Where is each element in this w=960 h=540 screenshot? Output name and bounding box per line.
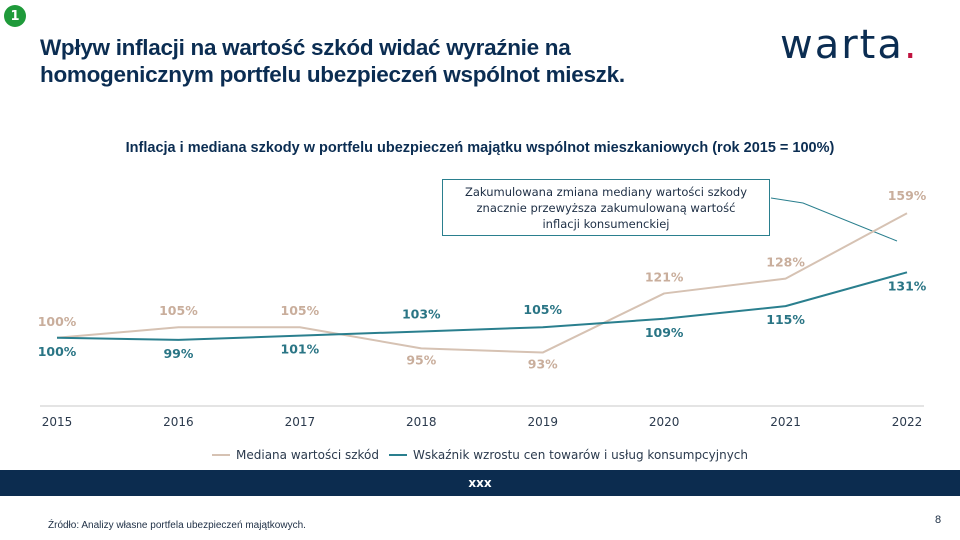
annotation-line-2: znacznie przewyższa zakumulowaną wartość (476, 201, 736, 215)
legend-item-cpi: Wskaźnik wzrostu cen towarów i usług kon… (389, 448, 748, 462)
source-note: Źródło: Analizy własne portfela ubezpiec… (48, 520, 306, 531)
slide-number-badge: 1 (4, 5, 26, 27)
data-label: 115% (766, 312, 805, 327)
data-label: 128% (766, 255, 805, 270)
chart-annotation-box: Zakumulowana zmiana mediany wartości szk… (442, 179, 770, 236)
legend-label-cpi: Wskaźnik wzrostu cen towarów i usług kon… (413, 448, 748, 462)
series-line-0 (56, 212, 908, 354)
data-label: 103% (402, 306, 441, 321)
annotation-line-3: inflacji konsumenckiej (542, 217, 670, 231)
data-label: 159% (888, 188, 927, 203)
data-label: 93% (528, 357, 558, 372)
legend-item-claims-median: Mediana wartości szkód (212, 448, 379, 462)
x-tick-label: 2022 (892, 415, 923, 429)
data-label: 105% (281, 303, 320, 318)
footer-bar: xxx (0, 470, 960, 496)
x-tick-label: 2017 (285, 415, 316, 429)
data-label: 99% (163, 346, 193, 361)
data-label: 100% (38, 314, 77, 329)
chart-legend: Mediana wartości szkód Wskaźnik wzrostu … (0, 448, 960, 462)
x-tick-label: 2018 (406, 415, 437, 429)
data-label: 105% (159, 303, 198, 318)
slide-title-line-2: homogenicznym portfelu ubezpieczeń wspól… (40, 62, 625, 87)
logo-dot: . (903, 22, 919, 68)
chart-title: Inflacja i mediana szkody w portfelu ube… (125, 140, 835, 156)
legend-label-claims-median: Mediana wartości szkód (236, 448, 379, 462)
warta-logo: warta. (780, 22, 919, 68)
page-number: 8 (935, 514, 942, 526)
slide-title-line-1: Wpływ inflacji na wartość szkód widać wy… (40, 35, 571, 60)
x-tick-label: 2020 (649, 415, 680, 429)
x-tick-label: 2015 (42, 415, 73, 429)
data-label: 101% (281, 342, 320, 357)
data-label: 109% (645, 325, 684, 340)
data-label: 100% (38, 344, 77, 359)
data-label: 131% (888, 278, 927, 293)
x-tick-label: 2019 (527, 415, 558, 429)
data-label: 121% (645, 269, 684, 284)
legend-swatch-claims-median (212, 454, 230, 456)
logo-text: warta (780, 22, 904, 68)
legend-swatch-cpi (389, 454, 407, 456)
series-line-1 (56, 271, 908, 341)
slide-title: Wpływ inflacji na wartość szkód widać wy… (40, 34, 740, 88)
annotation-leader-line (770, 197, 898, 242)
x-tick-label: 2016 (163, 415, 194, 429)
x-tick-label: 2021 (770, 415, 801, 429)
data-label: 105% (523, 302, 562, 317)
annotation-line-1: Zakumulowana zmiana mediany wartości szk… (464, 185, 748, 199)
data-label: 95% (406, 352, 436, 367)
